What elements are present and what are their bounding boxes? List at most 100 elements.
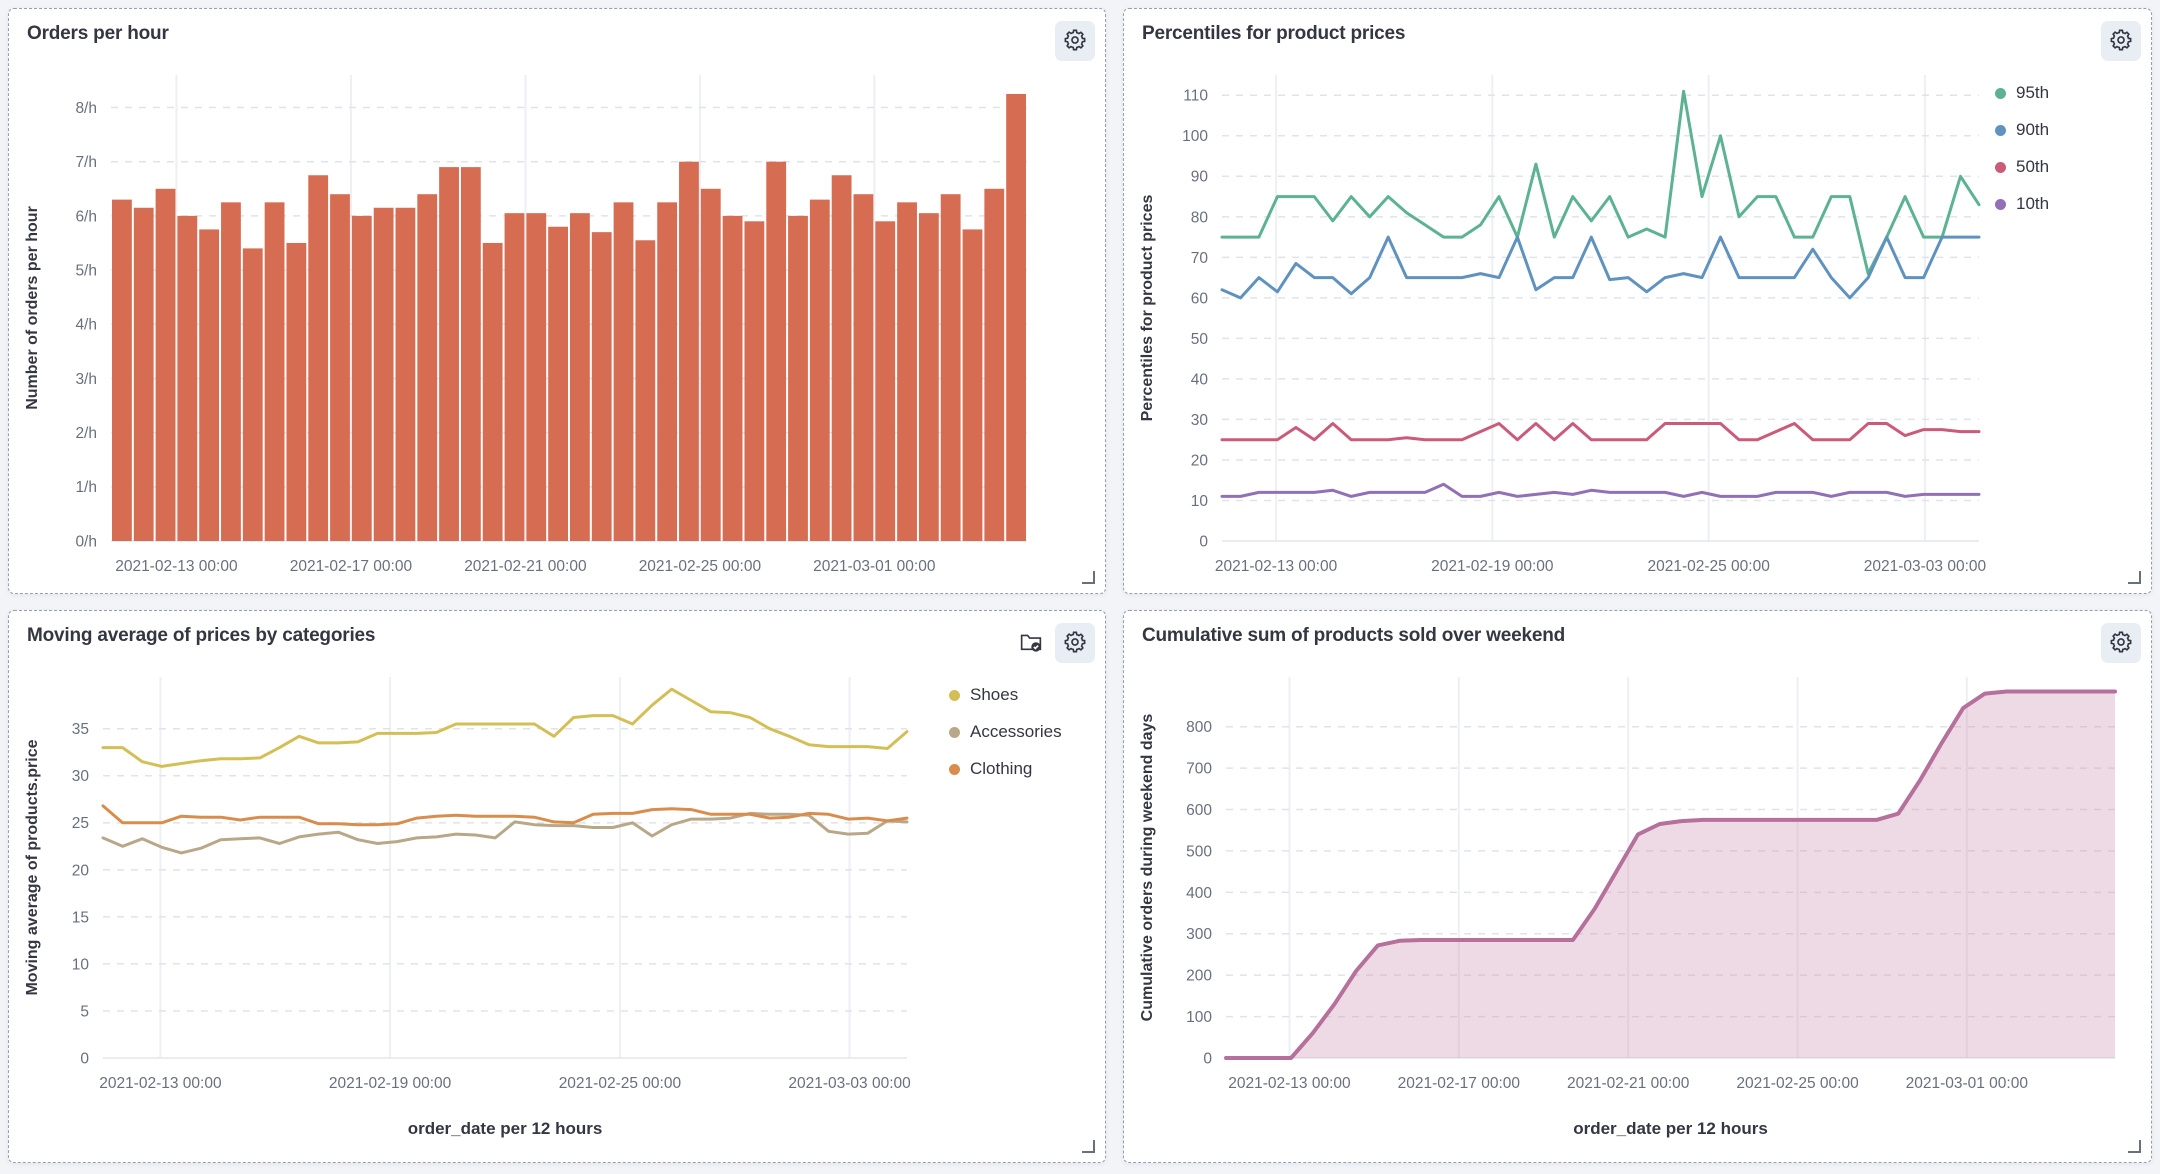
svg-text:2021-02-25 00:00: 2021-02-25 00:00 [639, 558, 762, 575]
legend-dot-icon [1995, 124, 2006, 136]
percentiles-chart[interactable]: 0 10 20 30 40 50 60 70 80 90 100 110 2021-02-13 00:0… [1130, 61, 1995, 589]
cumulative-sum-chart[interactable]: 0 100 200 300 400 500 600 700 800 2021-02-13 00:0… [1130, 663, 2145, 1158]
legend-item-accessories[interactable]: Accessories [949, 722, 1099, 742]
legend-item-50th[interactable]: 50th [1995, 157, 2145, 177]
svg-text:25: 25 [72, 815, 89, 832]
svg-text:800: 800 [1186, 719, 1212, 736]
orders-per-hour-chart[interactable]: 0/h 1/h 2/h 3/h 4/h 5/h 6/h 7/h 8/h 2021-02-13 00… [15, 61, 1099, 589]
svg-text:2021-02-19 00:00: 2021-02-19 00:00 [1431, 558, 1554, 575]
svg-text:0/h: 0/h [75, 533, 97, 550]
panel-header: Moving average of prices by categories [9, 611, 1105, 663]
folder-check-icon [1020, 631, 1042, 656]
svg-text:3/h: 3/h [75, 371, 97, 388]
panel-actions [1055, 21, 1095, 61]
svg-text:35: 35 [72, 721, 89, 738]
panel-settings-button[interactable] [1055, 623, 1095, 663]
resize-handle-icon[interactable] [1082, 571, 1095, 584]
svg-text:order_date per 12 hours: order_date per 12 hours [1573, 1119, 1768, 1138]
svg-text:0: 0 [1203, 1050, 1212, 1067]
legend-label: Clothing [970, 759, 1033, 778]
svg-text:30: 30 [1191, 412, 1209, 429]
panel-actions [2101, 623, 2141, 663]
svg-text:2021-02-25 00:00: 2021-02-25 00:00 [1736, 1075, 1859, 1092]
panel-settings-button[interactable] [1055, 21, 1095, 61]
panel-title: Moving average of prices by categories [27, 625, 376, 646]
svg-text:600: 600 [1186, 802, 1212, 819]
svg-text:2021-03-03 00:00: 2021-03-03 00:00 [1864, 558, 1987, 575]
panel-cumulative-sum: Cumulative sum of products sold over wee… [1123, 610, 2152, 1163]
svg-text:20: 20 [1191, 452, 1209, 469]
panel-percentiles: Percentiles for product prices 0 10 20 30 40… [1123, 8, 2152, 594]
svg-text:2021-03-01 00:00: 2021-03-01 00:00 [1906, 1075, 2029, 1092]
legend-item-10th[interactable]: 10th [1995, 194, 2145, 214]
panel-title: Cumulative sum of products sold over wee… [1142, 625, 1566, 646]
svg-text:15: 15 [72, 909, 89, 926]
svg-text:order_date per 12 hours: order_date per 12 hours [408, 1119, 603, 1138]
panel-moving-average: Moving average of prices by categories 0… [8, 610, 1106, 1163]
panel-settings-button[interactable] [2101, 21, 2141, 61]
panel-actions [1011, 623, 1095, 663]
svg-text:2021-03-01 00:00: 2021-03-01 00:00 [813, 558, 936, 575]
svg-text:40: 40 [1191, 371, 1209, 388]
svg-text:Cumulative orders during weeke: Cumulative orders during weekend days [1139, 714, 1156, 1022]
gear-icon [2110, 29, 2132, 54]
svg-text:5: 5 [80, 1003, 89, 1020]
legend-item-clothing[interactable]: Clothing [949, 759, 1099, 779]
panel-header: Orders per hour [9, 9, 1105, 61]
legend-item-shoes[interactable]: Shoes [949, 685, 1099, 705]
svg-text:20: 20 [72, 862, 90, 879]
svg-text:2/h: 2/h [75, 425, 97, 442]
svg-text:2021-02-13 00:00: 2021-02-13 00:00 [1215, 558, 1338, 575]
svg-text:2021-02-13 00:00: 2021-02-13 00:00 [99, 1075, 222, 1092]
svg-text:2021-02-25 00:00: 2021-02-25 00:00 [559, 1075, 682, 1092]
svg-text:100: 100 [1186, 1009, 1212, 1026]
legend-dot-icon [949, 726, 960, 738]
gear-icon [2110, 631, 2132, 656]
panel-library-button[interactable] [1011, 623, 1051, 663]
svg-text:2021-02-13 00:00: 2021-02-13 00:00 [1228, 1075, 1351, 1092]
svg-text:100: 100 [1182, 128, 1208, 145]
legend-label: 95th [2016, 83, 2050, 102]
chart-legend: 95th 90th 50th 10th [1995, 61, 2145, 589]
resize-handle-icon[interactable] [2128, 571, 2141, 584]
panel-header: Percentiles for product prices [1124, 9, 2151, 61]
panel-body: 0 100 200 300 400 500 600 700 800 2021-02-13 00:0… [1124, 663, 2151, 1162]
legend-label: Accessories [970, 722, 1062, 741]
svg-text:90: 90 [1191, 169, 1209, 186]
svg-text:5/h: 5/h [75, 262, 97, 279]
legend-dot-icon [1995, 87, 2006, 99]
svg-text:400: 400 [1186, 885, 1212, 902]
panel-body: 0/h 1/h 2/h 3/h 4/h 5/h 6/h 7/h 8/h 2021-02-13 00… [9, 61, 1105, 593]
svg-text:2021-02-17 00:00: 2021-02-17 00:00 [1398, 1075, 1521, 1092]
svg-text:1/h: 1/h [75, 479, 97, 496]
panel-actions [2101, 21, 2141, 61]
legend-dot-icon [949, 763, 960, 775]
panel-body: 0 10 20 30 40 50 60 70 80 90 100 110 2021-02-13 00:0… [1124, 61, 2151, 593]
svg-text:Number of orders per hour: Number of orders per hour [24, 206, 41, 410]
svg-text:200: 200 [1186, 968, 1212, 985]
moving-average-chart[interactable]: 0 5 10 15 20 25 30 35 2021-02-13 00:00 2021-02-19… [15, 663, 949, 1158]
svg-text:7/h: 7/h [75, 154, 97, 171]
legend-item-95th[interactable]: 95th [1995, 83, 2145, 103]
legend-label: Shoes [970, 685, 1019, 704]
svg-text:10: 10 [1191, 493, 1209, 510]
svg-text:4/h: 4/h [75, 317, 97, 334]
panel-header: Cumulative sum of products sold over wee… [1124, 611, 2151, 663]
panel-title: Orders per hour [27, 23, 169, 44]
panel-settings-button[interactable] [2101, 623, 2141, 663]
resize-handle-icon[interactable] [1082, 1140, 1095, 1153]
svg-text:0: 0 [80, 1050, 89, 1067]
legend-item-90th[interactable]: 90th [1995, 120, 2145, 140]
resize-handle-icon[interactable] [2128, 1140, 2141, 1153]
legend-dot-icon [1995, 198, 2006, 210]
chart-legend: Shoes Accessories Clothing [949, 663, 1099, 1158]
svg-text:2021-02-13 00:00: 2021-02-13 00:00 [115, 558, 238, 575]
svg-text:70: 70 [1191, 250, 1209, 267]
svg-text:Percentiles for product prices: Percentiles for product prices [1139, 195, 1156, 422]
legend-label: 90th [2016, 120, 2050, 139]
svg-text:30: 30 [72, 768, 90, 785]
legend-dot-icon [949, 689, 960, 701]
svg-text:110: 110 [1183, 88, 1208, 105]
legend-label: 10th [2016, 194, 2050, 213]
